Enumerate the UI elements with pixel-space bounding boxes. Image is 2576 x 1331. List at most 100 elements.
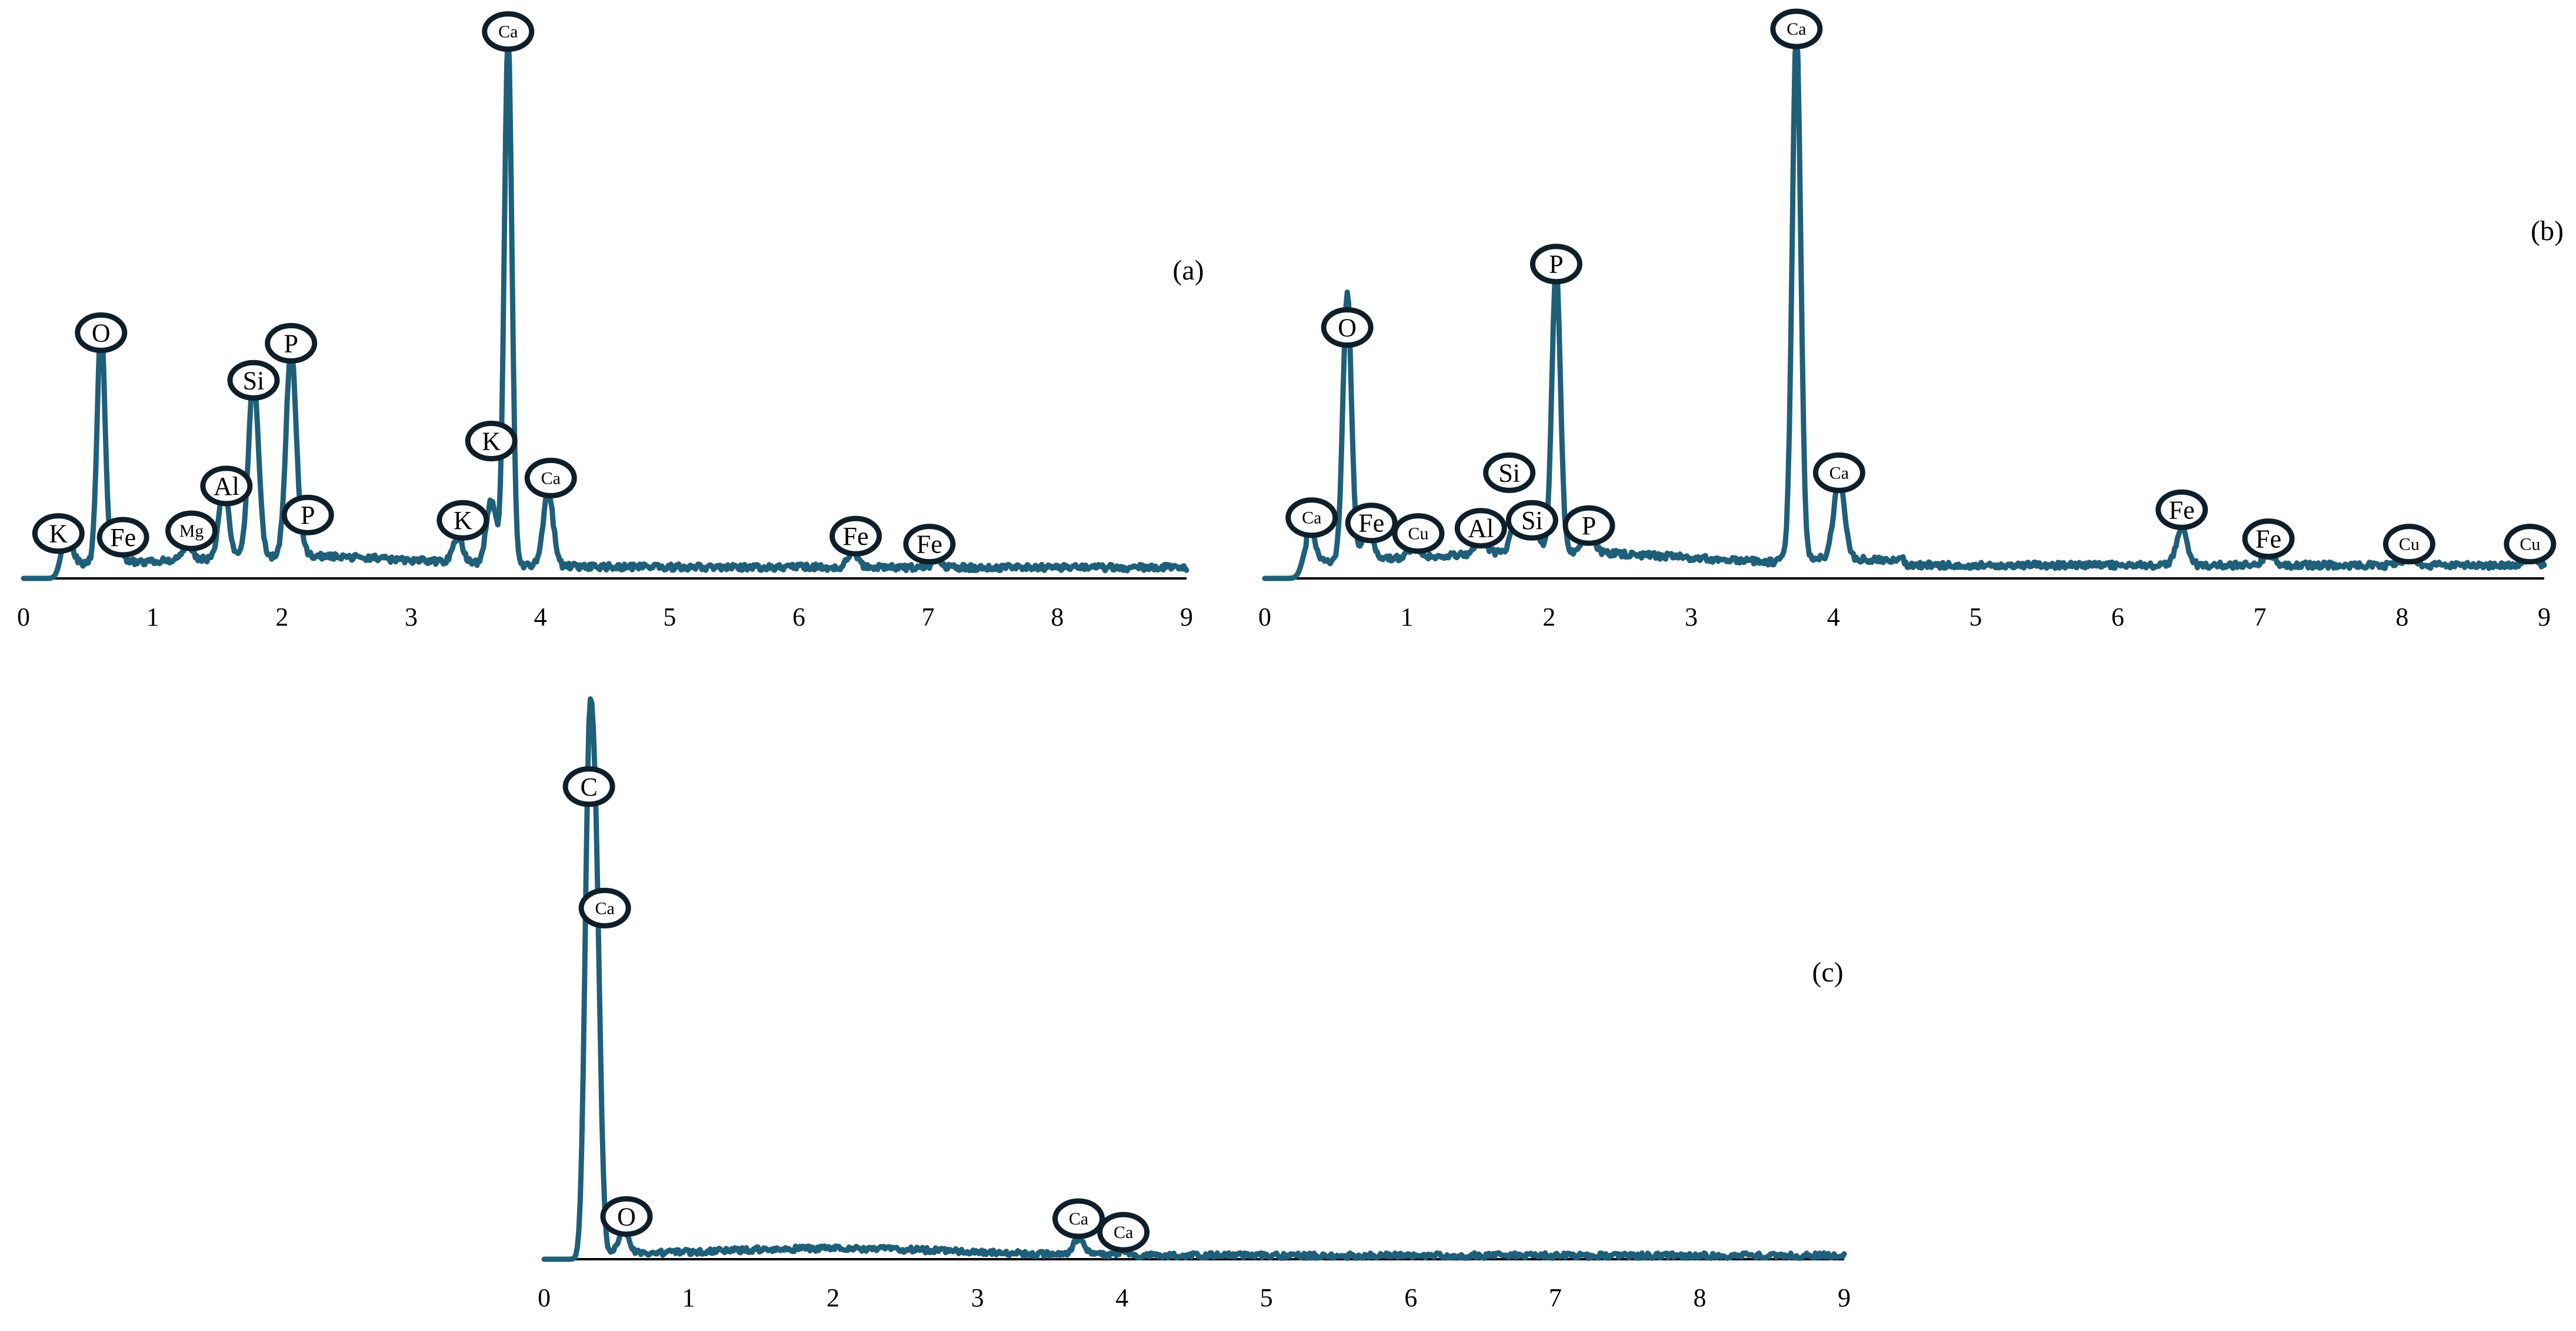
x-tick-label: 4	[1115, 1283, 1128, 1312]
peak-label-k: K	[436, 500, 489, 541]
x-tick-label: 2	[275, 603, 288, 631]
x-tick-label: 1	[682, 1283, 695, 1312]
peak-label-text: Cu	[2399, 535, 2420, 554]
peak-label-circle	[1321, 307, 1374, 348]
peak-label-text: Fe	[843, 522, 869, 551]
peak-label-circle	[578, 887, 631, 929]
peak-label-text: Fe	[110, 523, 136, 552]
peak-label-circle	[2504, 524, 2557, 565]
x-tick-label: 3	[1685, 603, 1698, 631]
peak-label-circle	[1770, 8, 1823, 49]
peak-label-circle	[2382, 524, 2435, 565]
peak-label-circle	[2155, 489, 2208, 530]
peak-label-text: Si	[1498, 458, 1520, 487]
peak-label-o: O	[1321, 307, 1374, 348]
peak-label-text: Cu	[1408, 524, 1428, 544]
peak-label-ca: Ca	[1097, 1212, 1150, 1253]
peak-label-ca: Ca	[578, 887, 631, 929]
peak-label-circle	[75, 312, 128, 353]
peak-label-text: Ca	[1302, 508, 1321, 528]
peak-label-circle	[1483, 452, 1536, 493]
peak-label-fe: Fe	[96, 517, 149, 558]
peak-label-text: Ca	[1787, 19, 1806, 39]
x-tick-label: 4	[1827, 603, 1840, 631]
x-tick-label: 8	[1051, 603, 1064, 631]
peak-label-fe: Fe	[2155, 489, 2208, 530]
peak-label-si: Si	[1483, 452, 1536, 493]
peak-label-circle	[1562, 505, 1615, 546]
peak-label-circle	[829, 515, 882, 557]
peak-label-cu: Cu	[2504, 524, 2557, 565]
peak-label-circle	[1052, 1198, 1105, 1239]
x-tick-label: 9	[1838, 1283, 1851, 1312]
x-tick-label: 0	[538, 1283, 551, 1312]
x-tick-label: 8	[1693, 1283, 1706, 1312]
peak-label-ca: Ca	[1812, 452, 1865, 493]
peak-label-text: Al	[1468, 514, 1494, 543]
peak-label-ca: Ca	[1052, 1198, 1105, 1239]
peak-label-circle	[281, 494, 334, 535]
peak-label-circle	[200, 465, 253, 507]
peak-label-si: Si	[1505, 500, 1558, 541]
peak-label-circle	[1097, 1212, 1150, 1253]
x-tick-label: 5	[663, 603, 676, 631]
peak-label-text: Ca	[498, 22, 518, 42]
peak-label-text: P	[1549, 250, 1563, 279]
x-tick-label: 8	[2395, 603, 2408, 631]
peak-label-p: P	[1562, 505, 1615, 546]
x-tick-label: 6	[2111, 603, 2124, 631]
peak-label-fe: Fe	[903, 524, 956, 565]
peak-label-text: Ca	[595, 899, 614, 918]
peak-label-circle	[600, 1196, 653, 1237]
x-tick-label: 4	[534, 603, 547, 631]
peak-label-circle	[482, 11, 535, 52]
peak-label-text: Ca	[1114, 1223, 1133, 1242]
peak-label-circle	[465, 421, 518, 462]
peak-label-circle	[1392, 513, 1445, 554]
peak-label-ca: Ca	[1770, 8, 1823, 49]
peak-label-text: P	[1582, 511, 1596, 540]
peak-label-text: Ca	[541, 468, 561, 488]
peak-label-text: Ca	[1069, 1209, 1088, 1229]
peak-label-k: K	[32, 513, 85, 554]
peak-label-text: Si	[243, 366, 265, 395]
peak-label-mg: Mg	[165, 510, 218, 551]
peak-label-circle	[1454, 508, 1507, 549]
peak-label-text: P	[301, 501, 315, 530]
peak-label-p: P	[265, 322, 318, 364]
peak-label-fe: Fe	[1345, 503, 1398, 544]
peak-label-circle	[903, 524, 956, 565]
peak-label-ca: Ca	[1285, 497, 1338, 538]
peak-label-cu: Cu	[1392, 513, 1445, 554]
x-tick-label: 1	[1401, 603, 1414, 631]
x-tick-label: 9	[1180, 603, 1193, 631]
peak-label-text: O	[617, 1202, 636, 1231]
peak-label-c: C	[562, 766, 615, 807]
peak-label-circle	[265, 322, 318, 364]
peak-label-ca: Ca	[482, 11, 535, 52]
x-tick-label: 7	[1549, 1283, 1562, 1312]
peak-label-text: Fe	[2255, 525, 2281, 554]
peak-label-circle	[1285, 497, 1338, 538]
x-tick-label: 6	[792, 603, 805, 631]
x-tick-label: 6	[1404, 1283, 1417, 1312]
peak-label-circle	[436, 500, 489, 541]
peak-label-text: Al	[214, 472, 239, 501]
peak-label-circle	[227, 360, 280, 401]
panel-label: (c)	[1812, 957, 1843, 988]
panel-c: 0 1 2 3 4 5 6 7 8 9 (c) C Ca O Ca Ca	[538, 696, 1851, 1312]
peak-label-fe: Fe	[829, 515, 882, 557]
x-tick-label: 7	[2254, 603, 2267, 631]
panel-a: 0 1 2 3 4 5 6 7 8 9 (a) K O Fe Mg Al Si P P K K Ca Ca Fe Fe	[17, 11, 1204, 631]
x-tick-label: 7	[922, 603, 935, 631]
peak-label-text: K	[482, 427, 501, 456]
x-tick-label: 9	[2538, 603, 2551, 631]
peak-label-text: Fe	[1358, 509, 1384, 538]
peak-label-text: K	[454, 506, 472, 535]
x-tick-label: 2	[827, 1283, 839, 1312]
x-tick-label: 0	[1258, 603, 1271, 631]
spectrum-line	[541, 696, 1847, 1262]
x-tick-label: 5	[1969, 603, 1982, 631]
x-tick-label: 0	[17, 603, 30, 631]
